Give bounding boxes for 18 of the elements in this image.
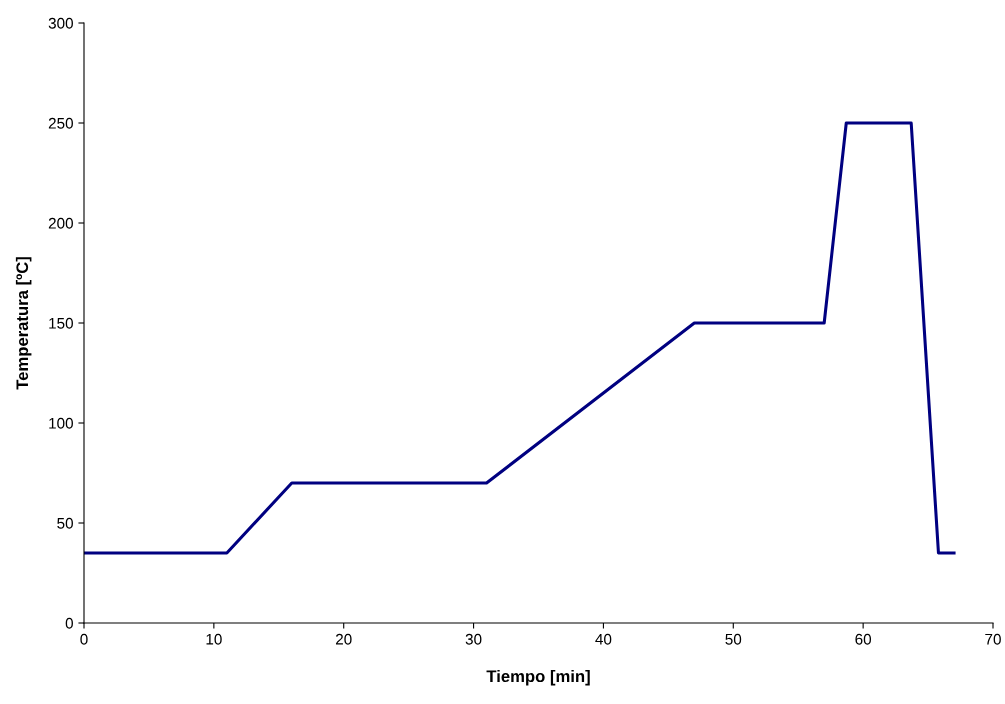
x-axis-title: Tiempo [min] bbox=[486, 669, 590, 686]
y-tick-label: 250 bbox=[48, 117, 73, 129]
x-tick-label: 60 bbox=[855, 633, 872, 645]
x-tick-label: 50 bbox=[725, 633, 742, 645]
y-axis-title: Temperatura [ºC] bbox=[15, 257, 32, 390]
y-tick-label: 50 bbox=[57, 517, 73, 529]
x-tick-label: 20 bbox=[335, 633, 352, 645]
line-series bbox=[84, 121, 956, 555]
y-tick-label: 0 bbox=[65, 617, 73, 629]
y-tick-label: 200 bbox=[48, 217, 73, 229]
y-tick-label: 100 bbox=[49, 417, 73, 429]
y-tick-label: 150 bbox=[49, 317, 73, 329]
x-tick-label: 0 bbox=[80, 633, 88, 645]
x-tick-label: 10 bbox=[206, 633, 222, 645]
y-tick-label: 300 bbox=[48, 17, 73, 29]
x-tick-label: 30 bbox=[465, 633, 482, 645]
x-tick-label: 70 bbox=[985, 633, 1001, 645]
x-tick-label: 40 bbox=[595, 633, 612, 645]
